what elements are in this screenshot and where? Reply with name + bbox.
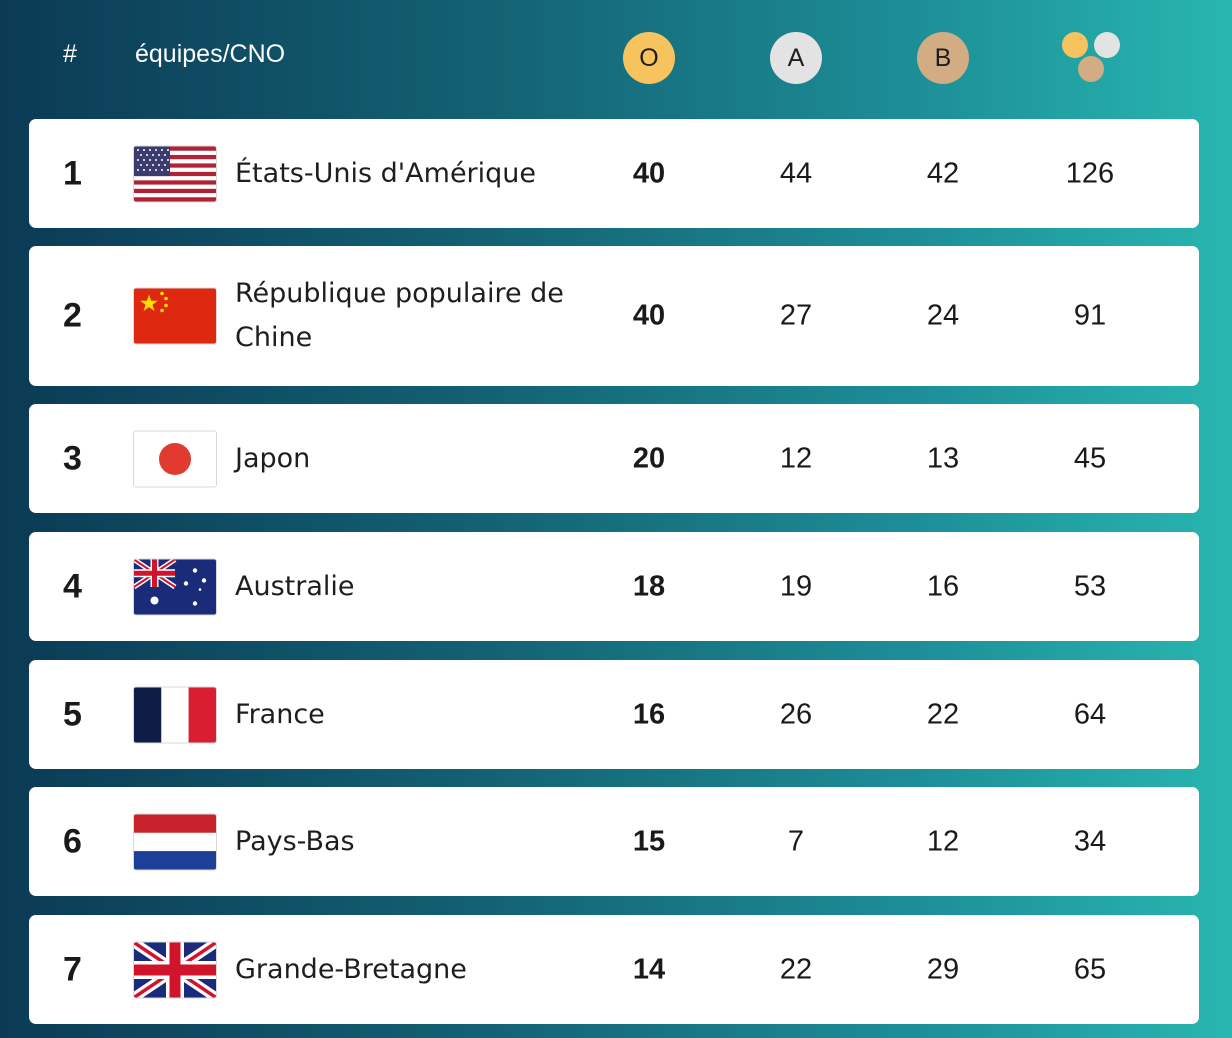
usa-flag-icon (134, 146, 216, 201)
total-count: 45 (1073, 442, 1107, 474)
table-row[interactable]: 5 France 16 26 22 64 (29, 660, 1199, 769)
silver-count: 26 (779, 698, 813, 730)
table-row[interactable]: 4 Australie 18 19 16 53 (29, 532, 1199, 641)
silver-count: 44 (779, 157, 813, 189)
silver-count: 19 (779, 570, 813, 602)
total-count: 91 (1073, 299, 1107, 332)
bronze-dot (1078, 56, 1104, 82)
rank: 2 (63, 296, 82, 335)
team-name[interactable]: Australie (235, 570, 355, 602)
rank-column-header: # (63, 40, 77, 68)
bronze-count: 42 (926, 157, 960, 189)
gold-count: 20 (632, 442, 666, 474)
gold-count: 16 (632, 698, 666, 730)
bronze-count: 13 (926, 442, 960, 474)
table-row[interactable]: 1 États-Unis d'Amérique 40 44 42 126 (29, 119, 1199, 228)
table-row[interactable]: 2 République populaire de Chine 40 27 24… (29, 246, 1199, 386)
gold-count: 15 (632, 825, 666, 857)
table-header: # équipes/CNO O A B (0, 0, 1232, 119)
gold-count: 14 (632, 953, 666, 985)
silver-column-header[interactable]: A (770, 32, 822, 84)
gold-column-header[interactable]: O (623, 32, 675, 84)
bronze-count: 22 (926, 698, 960, 730)
gold-dot (1062, 32, 1088, 58)
table-row[interactable]: 6 Pays-Bas 15 7 12 34 (29, 787, 1199, 896)
rank: 4 (63, 567, 82, 605)
table-row[interactable]: 3 Japon 20 12 13 45 (29, 404, 1199, 513)
silver-count: 27 (779, 299, 813, 332)
rank: 7 (63, 950, 82, 988)
rank: 3 (63, 439, 82, 477)
team-column-header[interactable]: équipes/CNO (135, 40, 286, 68)
bronze-count: 16 (926, 570, 960, 602)
total-count: 65 (1073, 953, 1107, 985)
rank: 1 (63, 154, 82, 192)
gold-count: 18 (632, 570, 666, 602)
medals-total-icon[interactable] (1060, 30, 1124, 86)
great-britain-flag-icon (134, 942, 216, 997)
team-name[interactable]: Pays-Bas (235, 825, 355, 857)
team-name[interactable]: Japon (235, 442, 311, 474)
bronze-count: 12 (926, 825, 960, 857)
gold-count: 40 (632, 157, 666, 189)
team-name[interactable]: États-Unis d'Amérique (235, 157, 537, 189)
team-name[interactable]: République populaire de Chine (235, 278, 564, 353)
bronze-column-header[interactable]: B (917, 32, 969, 84)
table-row[interactable]: 7 Grande-Bretagne 14 22 29 65 (29, 915, 1199, 1024)
total-count: 126 (1065, 157, 1115, 189)
silver-count: 7 (787, 825, 805, 857)
silver-dot (1094, 32, 1120, 58)
australia-flag-icon (134, 559, 216, 614)
silver-count: 12 (779, 442, 813, 474)
total-count: 53 (1073, 570, 1107, 602)
china-flag-icon (134, 288, 216, 344)
bronze-count: 24 (926, 299, 960, 332)
bronze-count: 29 (926, 953, 960, 985)
gold-count: 40 (632, 299, 666, 332)
team-name[interactable]: Grande-Bretagne (235, 953, 467, 985)
rank: 5 (63, 695, 82, 733)
france-flag-icon (134, 687, 216, 742)
total-count: 34 (1073, 825, 1107, 857)
silver-count: 22 (779, 953, 813, 985)
netherlands-flag-icon (134, 814, 216, 869)
total-count: 64 (1073, 698, 1107, 730)
team-name[interactable]: France (235, 698, 325, 730)
rank: 6 (63, 822, 82, 860)
japan-flag-icon (134, 431, 216, 486)
